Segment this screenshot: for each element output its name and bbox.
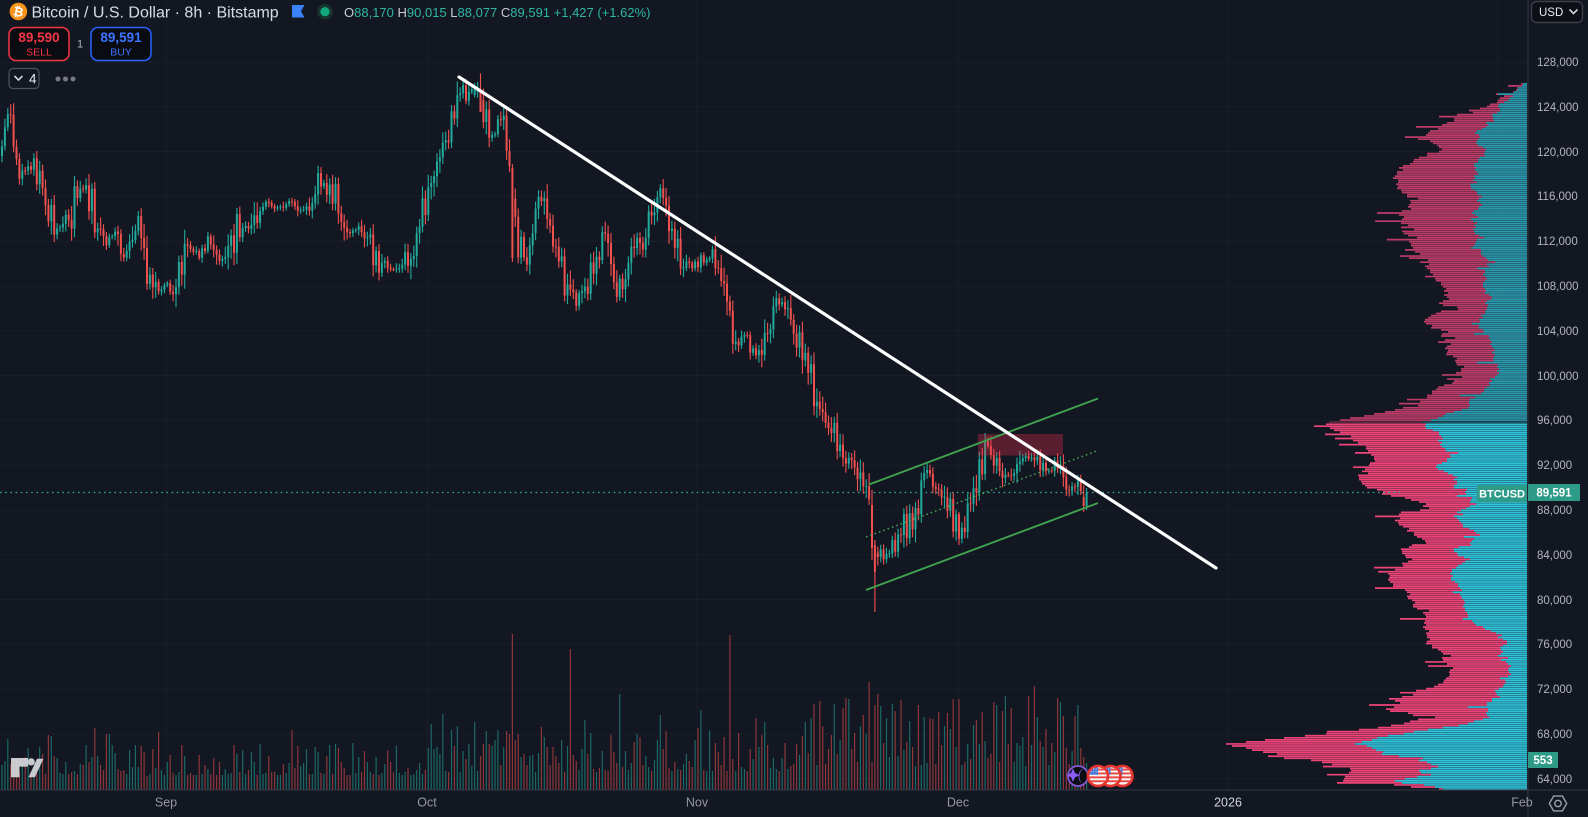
svg-text:80,000: 80,000 [1537, 595, 1572, 607]
svg-text:104,000: 104,000 [1537, 326, 1579, 338]
svg-text:92,000: 92,000 [1537, 460, 1572, 472]
svg-text:Dec: Dec [947, 796, 969, 810]
svg-text:BUY: BUY [110, 47, 132, 59]
svg-text:SELL: SELL [26, 47, 52, 59]
svg-text:Oct: Oct [417, 796, 437, 810]
svg-text:120,000: 120,000 [1537, 147, 1579, 159]
svg-text:108,000: 108,000 [1537, 281, 1579, 293]
svg-text:O88,170 H90,015 L88,077 C89,59: O88,170 H90,015 L88,077 C89,591 +1,427 (… [344, 5, 651, 20]
svg-text:Bitcoin / U.S. Dollar · 8h · B: Bitcoin / U.S. Dollar · 8h · Bitstamp [32, 5, 279, 22]
svg-text:₿: ₿ [12, 4, 25, 20]
svg-text:89,590: 89,590 [18, 30, 59, 45]
svg-text:72,000: 72,000 [1537, 684, 1572, 696]
svg-text:Feb: Feb [1511, 796, 1533, 810]
svg-text:128,000: 128,000 [1537, 57, 1579, 69]
svg-text:68,000: 68,000 [1537, 729, 1572, 741]
svg-text:USD: USD [1539, 7, 1563, 19]
svg-text:BTCUSD: BTCUSD [1479, 489, 1525, 501]
svg-text:Nov: Nov [686, 796, 709, 810]
svg-text:Sep: Sep [155, 796, 177, 810]
svg-text:64,000: 64,000 [1537, 774, 1572, 786]
svg-text:124,000: 124,000 [1537, 102, 1579, 114]
svg-text:76,000: 76,000 [1537, 639, 1572, 651]
svg-text:1: 1 [77, 39, 83, 51]
svg-text:2026: 2026 [1214, 796, 1242, 810]
svg-text:116,000: 116,000 [1537, 191, 1578, 203]
svg-text:112,000: 112,000 [1537, 236, 1578, 248]
svg-text:88,000: 88,000 [1537, 505, 1572, 517]
svg-text:96,000: 96,000 [1537, 415, 1572, 427]
svg-text:84,000: 84,000 [1537, 550, 1572, 562]
svg-text:89,591: 89,591 [100, 30, 142, 45]
svg-text:89,591: 89,591 [1536, 488, 1572, 500]
svg-text:100,000: 100,000 [1537, 371, 1579, 383]
svg-text:4: 4 [29, 72, 37, 87]
svg-text:553: 553 [1533, 755, 1552, 767]
